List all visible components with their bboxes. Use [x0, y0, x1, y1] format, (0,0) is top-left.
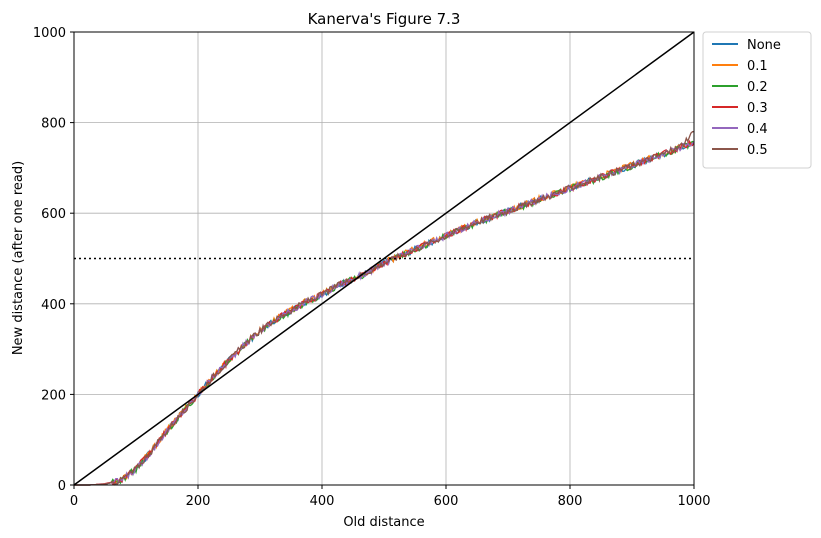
x-tick-label: 1000: [677, 494, 710, 509]
y-axis-label: New distance (after one read): [11, 161, 26, 355]
reference-lines: [73, 31, 695, 486]
series-layer: [74, 131, 695, 486]
y-tick-label: 200: [41, 388, 66, 403]
x-tick-label: 0: [70, 494, 78, 509]
y-axis: 0 200 400 600 800 1000: [33, 26, 74, 494]
series-line-5: [74, 131, 694, 486]
x-axis: 0 200 400 600 800 1000: [70, 485, 711, 509]
legend-label: 0.2: [747, 80, 768, 95]
chart-title: Kanerva's Figure 7.3: [308, 10, 461, 28]
x-axis-label: Old distance: [343, 515, 424, 530]
y-tick-label: 0: [58, 479, 66, 494]
x-tick-label: 400: [310, 494, 335, 509]
y-tick-label: 400: [41, 298, 66, 313]
legend-label: None: [747, 38, 781, 53]
x-tick-label: 800: [558, 494, 583, 509]
x-tick-label: 200: [186, 494, 211, 509]
legend-label: 0.1: [747, 59, 768, 74]
x-tick-label: 600: [434, 494, 459, 509]
y-tick-label: 1000: [33, 26, 66, 41]
legend-label: 0.4: [747, 122, 768, 137]
legend: None 0.1 0.2 0.3 0.4 0.5: [702, 31, 812, 169]
plot-frame: [73, 31, 695, 486]
y-tick-label: 600: [41, 207, 66, 222]
y-tick-label: 800: [41, 117, 66, 132]
legend-label: 0.3: [747, 101, 768, 116]
legend-label: 0.5: [747, 143, 768, 158]
